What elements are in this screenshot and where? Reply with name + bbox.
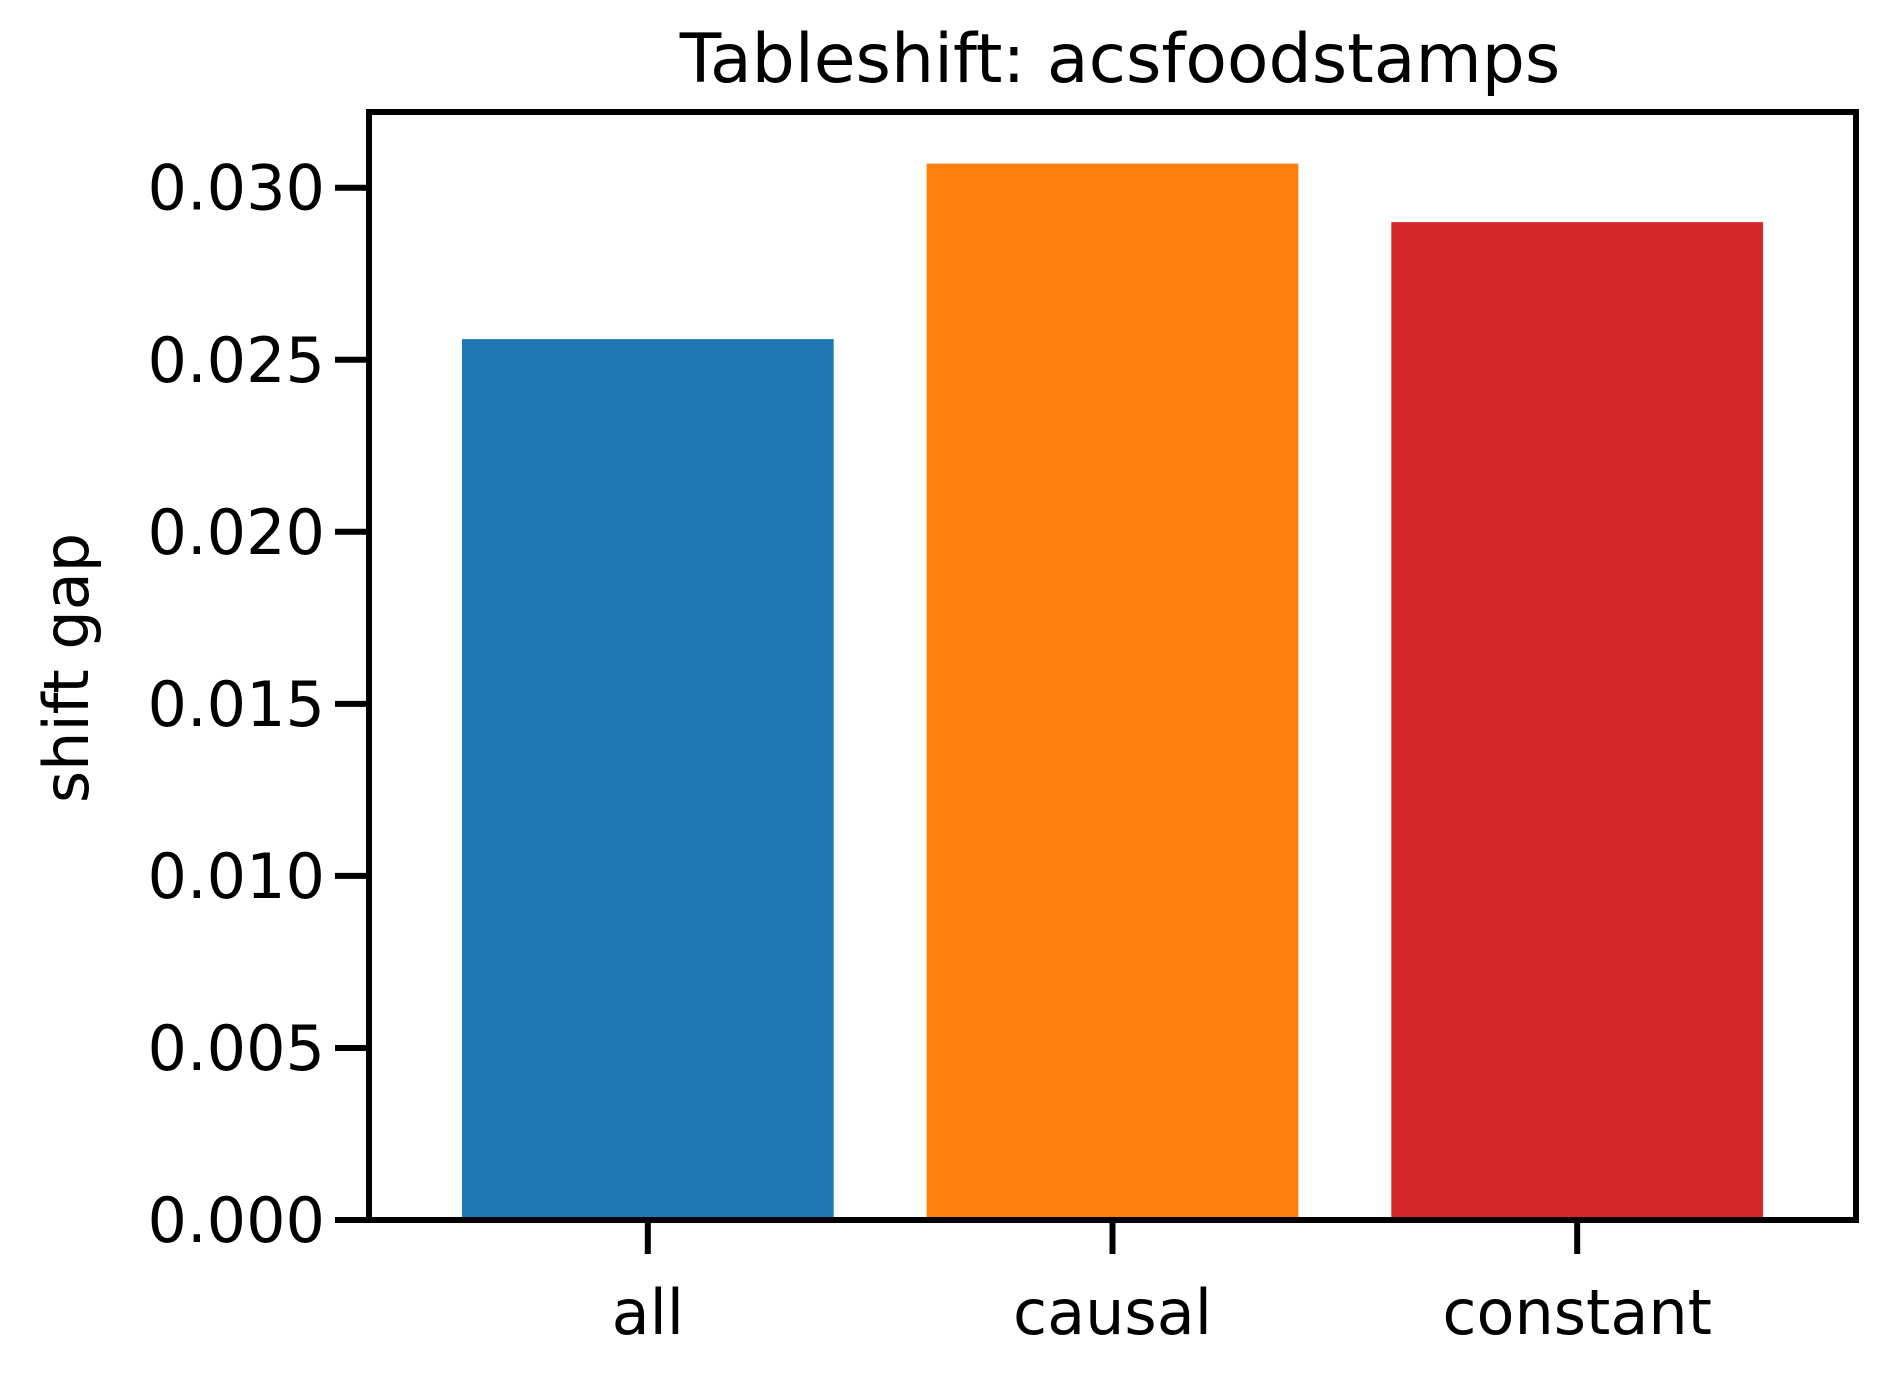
x-tick-label: all	[612, 1276, 684, 1349]
x-tick-label: constant	[1442, 1276, 1712, 1349]
chart-title: Tableshift: acsfoodstamps	[679, 20, 1561, 99]
y-tick-label: 0.025	[148, 324, 326, 397]
y-tick-label: 0.000	[148, 1184, 326, 1257]
y-tick-label: 0.015	[148, 668, 326, 741]
y-axis-label: shift gap	[30, 533, 103, 803]
y-tick-label: 0.010	[148, 840, 326, 913]
x-tick-label: causal	[1013, 1276, 1212, 1349]
y-tick-label: 0.020	[148, 496, 326, 569]
bar-all	[461, 339, 834, 1220]
bar-causal	[926, 163, 1299, 1221]
y-tick-label: 0.005	[148, 1012, 326, 1085]
y-tick-label: 0.030	[148, 152, 326, 225]
bars-layer	[461, 163, 1764, 1221]
bar-constant	[1391, 222, 1764, 1221]
plot-frame	[366, 109, 1859, 1223]
x-axis: all causal constant	[612, 1220, 1712, 1349]
y-axis: 0.000 0.005 0.010 0.015 0.020 0.025 0.030	[148, 152, 369, 1257]
